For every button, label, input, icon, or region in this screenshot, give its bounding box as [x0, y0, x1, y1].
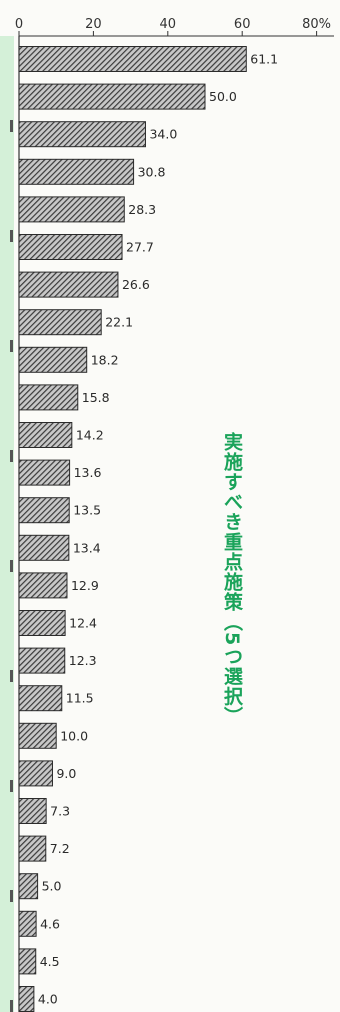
bar	[18, 459, 71, 486]
clipped-label-fragment	[10, 890, 13, 902]
x-tick-label: 0	[15, 17, 23, 32]
x-tick-label: 80%	[302, 17, 331, 32]
bar	[18, 271, 119, 298]
clipped-label-fragment	[10, 340, 13, 352]
clipped-label-fragment	[10, 1000, 13, 1012]
bar	[18, 910, 37, 937]
clipped-label-fragment	[10, 230, 13, 242]
bar-value-label: 11.5	[66, 691, 94, 706]
left-strip	[0, 36, 14, 1012]
bar-value-label: 13.5	[73, 503, 101, 518]
bar-value-label: 10.0	[60, 728, 88, 743]
bar-value-label: 12.3	[69, 653, 97, 668]
bar-value-label: 15.8	[82, 390, 110, 405]
bar-value-label: 13.4	[73, 540, 101, 555]
clipped-label-fragment	[10, 670, 13, 682]
bar-value-label: 18.2	[91, 352, 119, 367]
bar	[18, 158, 135, 185]
x-tick-label: 20	[85, 17, 102, 32]
bar-value-label: 61.1	[250, 52, 278, 67]
bar-value-label: 9.0	[56, 766, 76, 781]
bar	[18, 196, 125, 223]
bar	[18, 798, 47, 824]
bar-value-label: 28.3	[128, 202, 156, 217]
clipped-label-fragment	[10, 120, 13, 132]
bar-value-label: 12.9	[71, 578, 99, 593]
bar-value-label: 13.6	[74, 465, 102, 480]
bar-value-label: 22.1	[105, 315, 133, 330]
bar-value-label: 4.0	[38, 992, 58, 1007]
bar	[18, 346, 88, 373]
bar-value-label: 5.0	[42, 879, 62, 894]
bar	[18, 422, 73, 448]
bar	[18, 309, 102, 336]
chart-caption: 実施すべき重点施策（5つ選択）	[221, 432, 243, 727]
bar	[18, 610, 66, 636]
bar-value-label: 27.7	[126, 240, 154, 255]
bar-value-label: 50.0	[209, 89, 237, 104]
clipped-label-fragment	[10, 780, 13, 792]
bar	[18, 83, 206, 110]
bar-value-label: 14.2	[76, 428, 104, 443]
bar	[18, 760, 53, 787]
bar	[18, 46, 247, 72]
bar	[18, 234, 123, 260]
clipped-label-fragment	[10, 560, 13, 572]
bar-value-label: 30.8	[138, 164, 166, 179]
bar	[18, 497, 70, 524]
bar	[18, 534, 70, 561]
bar	[18, 835, 47, 862]
bar	[18, 986, 35, 1012]
bar	[18, 873, 39, 900]
bar	[18, 384, 79, 411]
bar-value-label: 4.5	[40, 954, 60, 969]
bar	[18, 647, 66, 674]
bar	[18, 948, 37, 975]
bar-value-label: 7.2	[50, 841, 70, 856]
bar-value-label: 12.4	[69, 616, 97, 631]
bar	[18, 572, 68, 599]
bar-value-label: 26.6	[122, 277, 150, 292]
x-tick-label: 40	[160, 17, 177, 32]
bar-value-label: 4.6	[40, 916, 60, 931]
clipped-label-fragment	[10, 450, 13, 462]
bar-value-label: 7.3	[50, 804, 70, 819]
bar	[18, 722, 57, 749]
x-tick-label: 60	[234, 17, 251, 32]
bar	[18, 121, 146, 148]
bar	[18, 685, 63, 712]
bar-value-label: 34.0	[149, 127, 177, 142]
